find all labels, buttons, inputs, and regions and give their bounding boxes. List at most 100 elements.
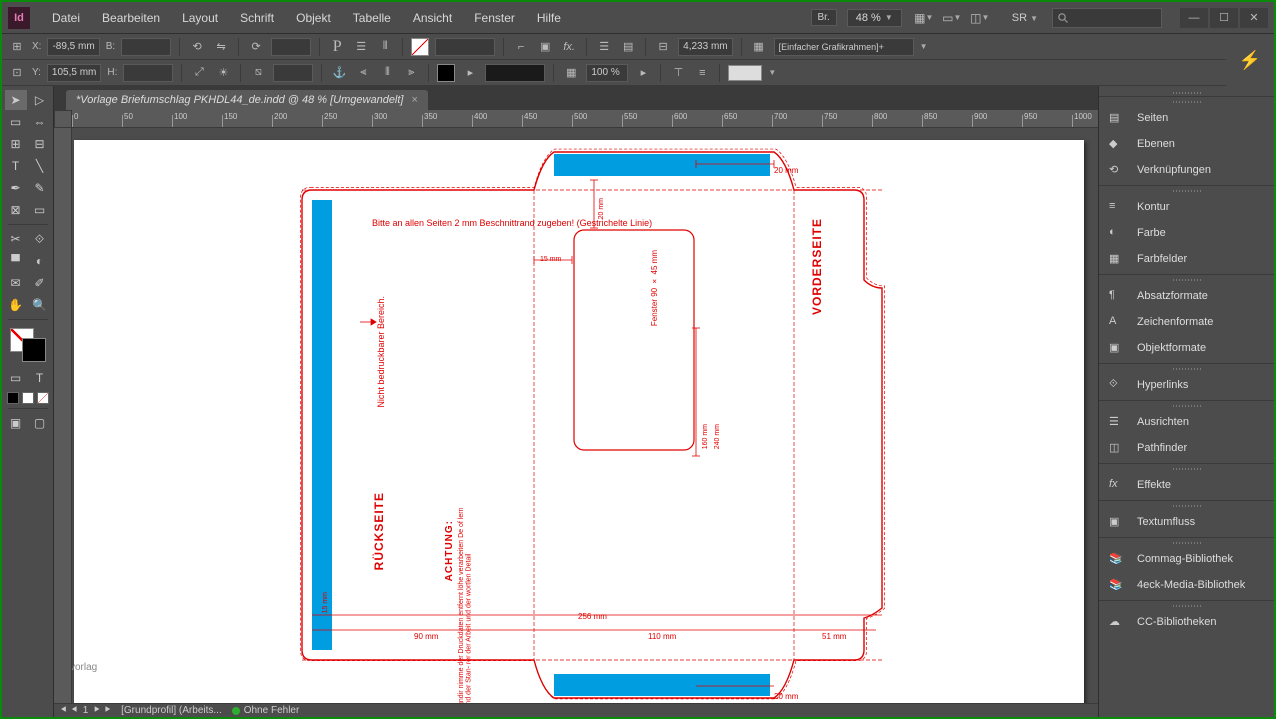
scale-icon[interactable]: ⤢: [190, 64, 208, 82]
pen-tool[interactable]: ✒: [5, 178, 27, 198]
align-dist-icon[interactable]: ☰: [352, 38, 370, 56]
frame-fitting-icon[interactable]: ▦: [750, 38, 768, 56]
content-collector-tool[interactable]: ⊞: [5, 134, 27, 154]
hand-tool[interactable]: ✋: [5, 295, 27, 315]
ruler-origin[interactable]: [54, 110, 72, 128]
document-tab[interactable]: *Vorlage Briefumschlag PKHDL44_de.indd @…: [66, 90, 428, 110]
v-align-top-icon[interactable]: ⊤: [669, 64, 687, 82]
x-field[interactable]: -89,5 mm: [47, 38, 99, 56]
formatting-text-icon[interactable]: T: [29, 368, 51, 388]
dist-v-icon[interactable]: ⫴: [376, 38, 394, 56]
panel-objektformate[interactable]: ▣Objektformate: [1099, 335, 1274, 361]
object-style-dropdown[interactable]: [Einfacher Grafikrahmen]+: [774, 38, 914, 56]
eyedropper-tool[interactable]: ✐: [29, 273, 51, 293]
preflight-profile[interactable]: [Grundprofil] (Arbeits...: [121, 705, 222, 716]
minimize-button[interactable]: —: [1180, 8, 1208, 28]
zoom-tool[interactable]: 🔍: [29, 295, 51, 315]
normal-view-mode[interactable]: ▣: [5, 413, 27, 433]
maximize-button[interactable]: ☐: [1210, 8, 1238, 28]
fill-stroke-swatch[interactable]: [411, 38, 429, 56]
fx-icon[interactable]: fx.: [560, 38, 578, 56]
opacity-field[interactable]: 100 %: [586, 64, 628, 82]
shear-icon[interactable]: ⧅: [249, 64, 267, 82]
menu-hilfe[interactable]: Hilfe: [527, 7, 571, 29]
wrap-icon[interactable]: ▣: [536, 38, 554, 56]
panel--eck-media-bibliothek[interactable]: 📚4eck-Media-Bibliothek: [1099, 572, 1274, 598]
rotate-field[interactable]: [271, 38, 311, 56]
h-field[interactable]: [123, 64, 173, 82]
char-p-icon[interactable]: P: [328, 38, 346, 56]
panel-seiten[interactable]: ▤Seiten: [1099, 105, 1274, 131]
corner-options-icon[interactable]: ⌐: [512, 38, 530, 56]
canvas[interactable]: Bitte an allen Seiten 2 mm Beschnittrand…: [72, 128, 1098, 703]
text-frame-icon[interactable]: ☰: [595, 38, 613, 56]
close-button[interactable]: ✕: [1240, 8, 1268, 28]
measure-icon[interactable]: ⊟: [654, 38, 672, 56]
selection-tool[interactable]: ➤: [5, 90, 27, 110]
view-options-icon[interactable]: ▦▼: [912, 7, 936, 29]
panel-farbe[interactable]: ◐Farbe: [1099, 220, 1274, 246]
type-tool[interactable]: T: [5, 156, 27, 176]
stroke-value-field[interactable]: 4,233 mm: [678, 38, 732, 56]
gap-tool[interactable]: ⇔: [29, 112, 51, 132]
menu-ansicht[interactable]: Ansicht: [403, 7, 462, 29]
panel-kontur[interactable]: ≡Kontur: [1099, 194, 1274, 220]
stroke-swatch[interactable]: [437, 64, 455, 82]
y-field[interactable]: 105,5 mm: [47, 64, 101, 82]
panel-farbfelder[interactable]: ▦Farbfelder: [1099, 246, 1274, 272]
page-nav[interactable]: ⯇ ⯇ 1 ⯈ ⯈: [60, 705, 111, 716]
opacity-icon[interactable]: ▦: [562, 64, 580, 82]
panel-cc-bibliotheken[interactable]: ☁CC-Bibliotheken: [1099, 609, 1274, 635]
panel-hyperlinks[interactable]: ⟐Hyperlinks: [1099, 372, 1274, 398]
bridge-button[interactable]: Br.: [811, 9, 837, 26]
panel-textumfluss[interactable]: ▣Textumfluss: [1099, 509, 1274, 535]
stroke-preview[interactable]: [728, 65, 762, 81]
shear-field[interactable]: [273, 64, 313, 82]
zoom-level-dropdown[interactable]: 48 %▼: [847, 9, 902, 27]
pencil-tool[interactable]: ✎: [29, 178, 51, 198]
flip-h-icon[interactable]: ⇋: [212, 38, 230, 56]
formatting-container-icon[interactable]: ▭: [5, 368, 27, 388]
content-placer-tool[interactable]: ⊟: [29, 134, 51, 154]
preview-mode[interactable]: ▢: [29, 413, 51, 433]
note-tool[interactable]: ✉: [5, 273, 27, 293]
direct-selection-tool[interactable]: ▷: [29, 90, 51, 110]
stroke-weight-field[interactable]: [435, 38, 495, 56]
close-tab-icon[interactable]: ×: [412, 94, 418, 106]
fill-stroke-swatch[interactable]: [10, 328, 46, 362]
workspace-switcher[interactable]: SR ▼: [1012, 12, 1038, 24]
panel-absatzformate[interactable]: ¶Absatzformate: [1099, 283, 1274, 309]
arrow-icon[interactable]: ▸: [461, 64, 479, 82]
w-field[interactable]: [121, 38, 171, 56]
panel-verkn-pfungen[interactable]: ⟲Verknüpfungen: [1099, 157, 1274, 183]
constrain-icon[interactable]: ⟲: [188, 38, 206, 56]
menu-datei[interactable]: Datei: [42, 7, 90, 29]
rectangle-frame-tool[interactable]: ⊠: [5, 200, 27, 220]
menu-fenster[interactable]: Fenster: [464, 7, 525, 29]
panel-ebenen[interactable]: ◆Ebenen: [1099, 131, 1274, 157]
menu-objekt[interactable]: Objekt: [286, 7, 341, 29]
gradient-feather-tool[interactable]: ◐: [29, 251, 51, 271]
stroke-style-field[interactable]: [485, 64, 545, 82]
panel-effekte[interactable]: fxEffekte: [1099, 472, 1274, 498]
arrow-2-icon[interactable]: ▸: [634, 64, 652, 82]
rotate-icon[interactable]: ⟳: [247, 38, 265, 56]
preflight-status[interactable]: Ohne Fehler: [232, 705, 300, 716]
ref-point-2-icon[interactable]: ⊡: [8, 64, 26, 82]
screen-mode-icon[interactable]: ▭▼: [940, 7, 964, 29]
align-left-icon[interactable]: ⫷: [354, 64, 372, 82]
menu-layout[interactable]: Layout: [172, 7, 228, 29]
v-align-mid-icon[interactable]: ≡: [693, 64, 711, 82]
text-frame-2-icon[interactable]: ▤: [619, 38, 637, 56]
anchor-icon[interactable]: ⚓: [330, 64, 348, 82]
apply-color-swatches[interactable]: [7, 392, 49, 404]
quick-apply-icon[interactable]: ⚡: [1226, 34, 1274, 86]
scissors-tool[interactable]: ✂: [5, 229, 27, 249]
menu-schrift[interactable]: Schrift: [230, 7, 284, 29]
menu-bearbeiten[interactable]: Bearbeiten: [92, 7, 170, 29]
reference-point-icon[interactable]: ⊞: [8, 38, 26, 56]
free-transform-tool[interactable]: ⟐: [29, 229, 51, 249]
line-tool[interactable]: ╲: [29, 156, 51, 176]
arrange-documents-icon[interactable]: ◫▼: [968, 7, 992, 29]
align-center-icon[interactable]: ⫴: [378, 64, 396, 82]
